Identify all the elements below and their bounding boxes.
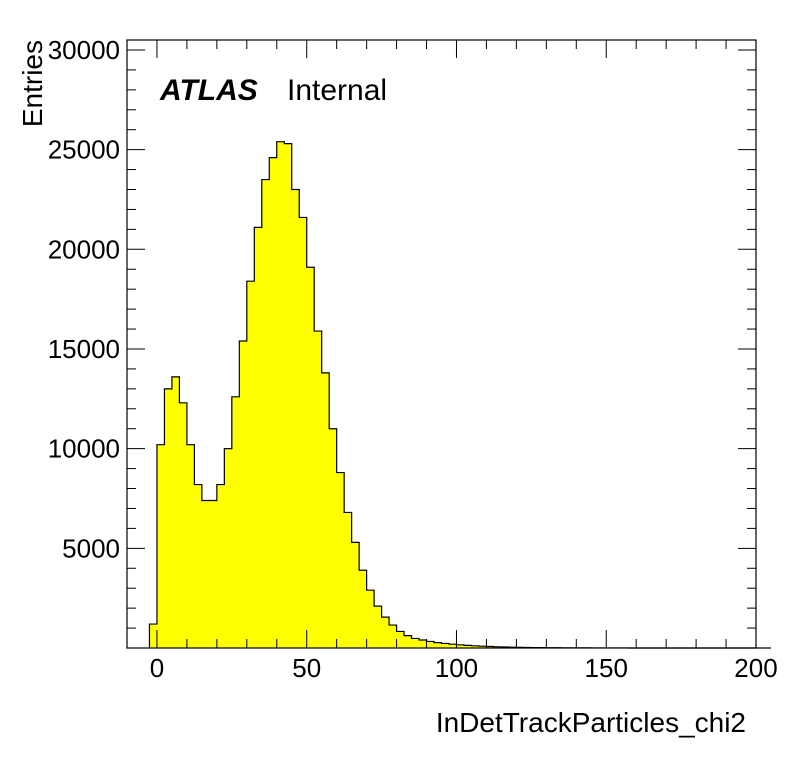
histogram-bin [299,217,308,649]
y-axis-title: Entries [17,40,48,127]
histogram-bin [149,624,158,648]
histogram-bin [164,388,173,648]
histogram-bin [209,500,218,648]
histogram-bin [216,484,225,648]
histogram-bin [269,157,278,649]
y-tick-label: 25000 [48,135,120,165]
histogram-bin [179,402,188,648]
x-tick-label: 50 [292,653,321,683]
histogram-bin [284,143,293,649]
histogram-bin [291,189,300,649]
histogram-bin [396,631,405,648]
y-tick-label: 30000 [48,35,120,65]
histogram-bin [254,227,263,648]
histogram-bin [471,645,480,648]
histogram-bin [419,640,427,648]
histogram-bin [426,641,435,648]
x-axis-title: InDetTrackParticles_chi2 [436,707,746,738]
histogram-bin [366,590,375,648]
histogram-bin [171,376,180,648]
x-tick-label: 150 [585,653,628,683]
y-tick-label: 20000 [48,234,120,264]
histogram-bin [389,625,397,648]
histogram-bin [344,512,352,648]
histogram-bars [148,141,771,649]
x-tick-label: 0 [150,653,164,683]
histogram-bin [224,448,233,648]
internal-label: Internal [287,74,387,107]
plot-frame [126,39,757,649]
x-tick-label: 100 [435,653,478,683]
histogram-bin [448,644,457,648]
histogram-bin [201,500,210,648]
histogram-bin [194,484,203,648]
histogram-bin [314,331,322,648]
histogram-bin [336,472,345,648]
histogram-bin [186,444,195,648]
atlas-label: ATLAS [159,74,258,107]
histogram-bin [306,267,315,648]
histogram-bin [374,606,382,648]
tick-labels: 0 50 100 150 200 5000 10000 15000 20000 25000 3000… [48,35,778,683]
histogram-bin [478,646,487,648]
histogram-bin [463,645,472,648]
histogram-bin [156,444,165,648]
histogram-bin [329,428,337,648]
histogram-bin [456,644,465,648]
histogram-bin [404,635,412,648]
histogram-bin [239,341,248,648]
x-tick-label: 200 [734,653,777,683]
histogram-bin [231,396,240,648]
histogram-bin [381,617,390,648]
histogram-bin [411,638,420,648]
y-tick-label: 15000 [48,334,120,364]
histogram-bin [246,281,255,648]
histogram-bin [441,643,450,648]
histogram-bin [261,179,270,648]
histogram-bin [321,372,330,648]
y-tick-label: 5000 [62,533,120,563]
histogram-bin [276,141,285,648]
histogram-bin [486,646,495,648]
histogram-bin [351,542,360,648]
histogram-bin [434,642,442,648]
histogram-bin [359,570,367,648]
y-tick-label: 10000 [48,434,120,464]
